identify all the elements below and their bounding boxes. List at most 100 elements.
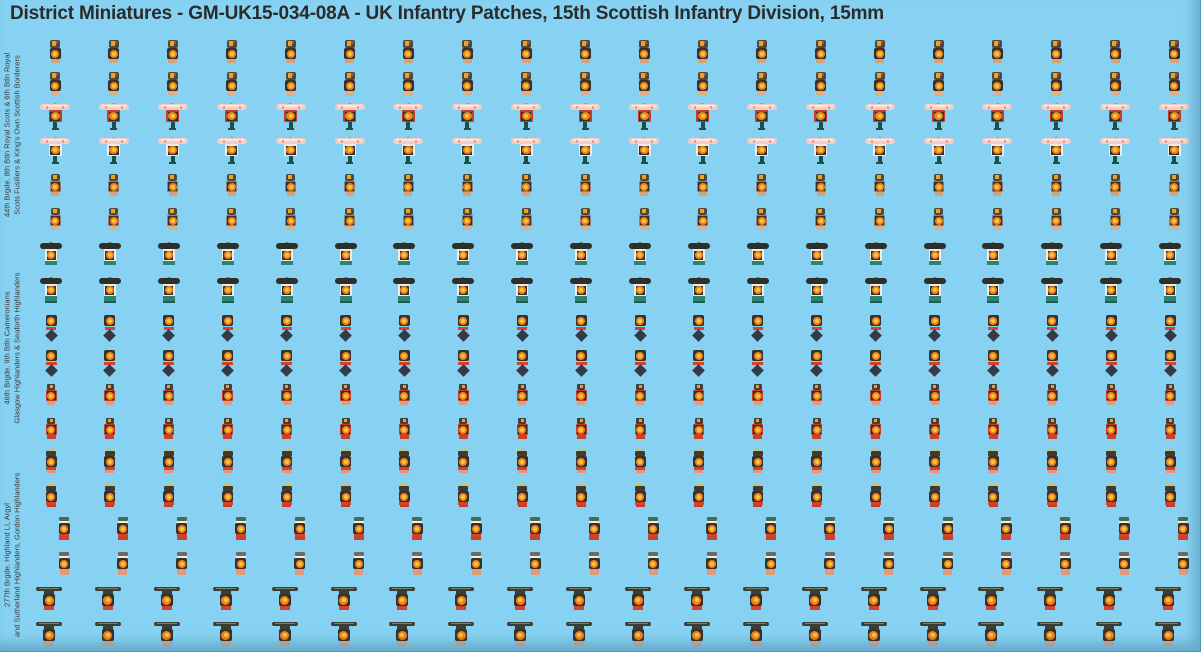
royal-scots-patch-b-icon: [569, 72, 601, 102]
cameronians-patch-b-icon: [1154, 277, 1186, 308]
kings-own-scottish-borderers-patch-a-icon: [569, 174, 601, 204]
seaforth-highlanders-patch-a-icon: [212, 384, 244, 414]
seaforth-highlanders-patch-a-icon: [447, 384, 479, 414]
royal-scots-patch-a-icon: [923, 40, 955, 70]
argyll-sutherland-patch-a-icon: [814, 517, 846, 547]
cameronians-patch-a-icon: [94, 242, 126, 273]
argyll-sutherland-patch-a-icon: [460, 517, 492, 547]
glasgow-highlanders-patch-a-icon: [506, 315, 538, 345]
cameronians-patch-b-icon: [801, 277, 833, 308]
gordon-highlanders-patch-a-icon: [681, 587, 713, 617]
royal-scots-fusiliers-patch-b-icon: [864, 137, 896, 168]
royal-scots-patch-a-icon: [510, 40, 542, 70]
cameronians-patch-a-icon: [506, 242, 538, 273]
glasgow-highlanders-patch-a-icon: [565, 315, 597, 345]
cameronians-patch-b-icon: [1095, 277, 1127, 308]
highland-light-infantry-patch-b-icon: [919, 484, 951, 514]
seaforth-highlanders-patch-a-icon: [860, 384, 892, 414]
cameronians-patch-b-icon: [330, 277, 362, 308]
cameronians-patch-b-icon: [977, 277, 1009, 308]
highland-light-infantry-patch-b-icon: [801, 484, 833, 514]
cameronians-patch-a-icon: [742, 242, 774, 273]
highland-light-infantry-patch-b-icon: [1154, 484, 1186, 514]
royal-scots-fusiliers-patch-a-icon: [510, 103, 542, 134]
kings-own-scottish-borderers-patch-b-icon: [569, 208, 601, 238]
highland-light-infantry-patch-b-icon: [330, 484, 362, 514]
highland-light-infantry-patch-b-icon: [153, 484, 185, 514]
gordon-highlanders-patch-b-icon: [33, 622, 65, 652]
argyll-sutherland-patch-a-icon: [343, 517, 375, 547]
seaforth-highlanders-patch-b-icon: [801, 418, 833, 448]
highland-light-infantry-patch-b-icon: [565, 484, 597, 514]
royal-scots-fusiliers-patch-a-icon: [864, 103, 896, 134]
highland-light-infantry-patch-a-icon: [919, 449, 951, 479]
royal-scots-fusiliers-patch-a-icon: [923, 103, 955, 134]
glasgow-highlanders-patch-a-icon: [271, 315, 303, 345]
argyll-sutherland-patch-b-icon: [519, 552, 551, 582]
kings-own-scottish-borderers-patch-b-icon: [981, 208, 1013, 238]
argyll-sutherland-patch-b-icon: [166, 552, 198, 582]
gordon-highlanders-patch-b-icon: [210, 622, 242, 652]
gordon-highlanders-patch-a-icon: [504, 587, 536, 617]
royal-scots-fusiliers-patch-b-icon: [510, 137, 542, 168]
argyll-sutherland-patch-b-icon: [225, 552, 257, 582]
royal-scots-fusiliers-patch-b-icon: [923, 137, 955, 168]
highland-light-infantry-patch-a-icon: [801, 449, 833, 479]
glasgow-highlanders-patch-a-icon: [447, 315, 479, 345]
gordon-highlanders-patch-a-icon: [1093, 587, 1125, 617]
royal-scots-fusiliers-patch-b-icon: [39, 137, 71, 168]
royal-scots-patch-b-icon: [157, 72, 189, 102]
cameronians-patch-a-icon: [271, 242, 303, 273]
royal-scots-fusiliers-patch-b-icon: [805, 137, 837, 168]
seaforth-highlanders-patch-a-icon: [94, 384, 126, 414]
kings-own-scottish-borderers-patch-b-icon: [275, 208, 307, 238]
highland-light-infantry-patch-b-icon: [977, 484, 1009, 514]
highland-light-infantry-patch-b-icon: [624, 484, 656, 514]
cameronians-patch-a-icon: [683, 242, 715, 273]
highland-light-infantry-patch-a-icon: [388, 449, 420, 479]
seaforth-highlanders-patch-b-icon: [330, 418, 362, 448]
royal-scots-fusiliers-patch-a-icon: [39, 103, 71, 134]
highland-light-infantry-patch-b-icon: [860, 484, 892, 514]
seaforth-highlanders-patch-a-icon: [1154, 384, 1186, 414]
royal-scots-patch-a-icon: [451, 40, 483, 70]
cameronians-patch-b-icon: [1036, 277, 1068, 308]
argyll-sutherland-patch-a-icon: [873, 517, 905, 547]
royal-scots-patch-a-icon: [392, 40, 424, 70]
gordon-highlanders-patch-a-icon: [445, 587, 477, 617]
kings-own-scottish-borderers-patch-b-icon: [392, 208, 424, 238]
royal-scots-patch-a-icon: [216, 40, 248, 70]
cameronians-patch-a-icon: [860, 242, 892, 273]
gordon-highlanders-patch-a-icon: [975, 587, 1007, 617]
kings-own-scottish-borderers-patch-a-icon: [864, 174, 896, 204]
glasgow-highlanders-patch-b-icon: [35, 350, 67, 380]
royal-scots-patch-a-icon: [864, 40, 896, 70]
kings-own-scottish-borderers-patch-a-icon: [392, 174, 424, 204]
seaforth-highlanders-patch-b-icon: [153, 418, 185, 448]
gordon-highlanders-patch-a-icon: [917, 587, 949, 617]
seaforth-highlanders-patch-a-icon: [1095, 384, 1127, 414]
kings-own-scottish-borderers-patch-b-icon: [1099, 208, 1131, 238]
gordon-highlanders-patch-a-icon: [210, 587, 242, 617]
glasgow-highlanders-patch-b-icon: [683, 350, 715, 380]
seaforth-highlanders-patch-a-icon: [153, 384, 185, 414]
highland-light-infantry-patch-b-icon: [447, 484, 479, 514]
glasgow-highlanders-patch-a-icon: [977, 315, 1009, 345]
seaforth-highlanders-patch-b-icon: [447, 418, 479, 448]
gordon-highlanders-patch-a-icon: [269, 587, 301, 617]
royal-scots-patch-b-icon: [451, 72, 483, 102]
glasgow-highlanders-patch-b-icon: [153, 350, 185, 380]
royal-scots-fusiliers-patch-a-icon: [216, 103, 248, 134]
cameronians-patch-b-icon: [742, 277, 774, 308]
gordon-highlanders-patch-b-icon: [151, 622, 183, 652]
argyll-sutherland-patch-b-icon: [990, 552, 1022, 582]
royal-scots-patch-a-icon: [687, 40, 719, 70]
highland-light-infantry-patch-b-icon: [1036, 484, 1068, 514]
kings-own-scottish-borderers-patch-a-icon: [1040, 174, 1072, 204]
glasgow-highlanders-patch-b-icon: [801, 350, 833, 380]
seaforth-highlanders-patch-b-icon: [35, 418, 67, 448]
seaforth-highlanders-patch-b-icon: [1036, 418, 1068, 448]
kings-own-scottish-borderers-patch-a-icon: [451, 174, 483, 204]
seaforth-highlanders-patch-b-icon: [1095, 418, 1127, 448]
cameronians-patch-b-icon: [683, 277, 715, 308]
